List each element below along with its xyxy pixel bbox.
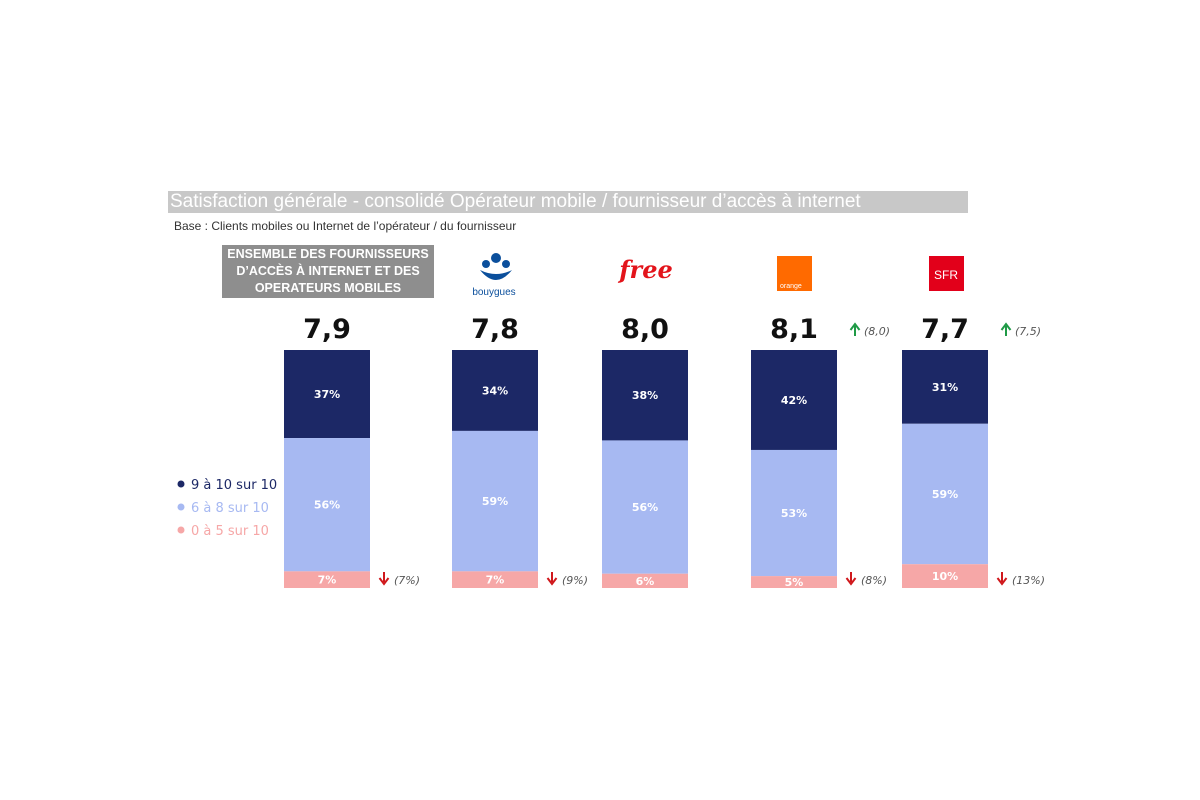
bar-label-sfr-seg-2: 10% bbox=[932, 570, 958, 583]
bar-sfr-seg-2 bbox=[902, 564, 988, 588]
bar-ensemble-seg-0 bbox=[284, 350, 370, 439]
bar-label-bouygues-seg-1: 59% bbox=[482, 495, 508, 508]
low-change-arrow-bouygues bbox=[546, 572, 558, 586]
low-change-arrow-sfr bbox=[996, 572, 1008, 586]
score-comparison-sfr: (7,5) bbox=[1015, 325, 1041, 338]
orange-logo-text: orange bbox=[780, 283, 802, 290]
score-free: 8,0 bbox=[621, 314, 669, 345]
group-label-line-1: ENSEMBLE DES FOURNISSEURS bbox=[227, 247, 429, 261]
score-sfr: 7,7 bbox=[921, 314, 969, 345]
bar-bouygues-seg-0 bbox=[452, 350, 538, 431]
group-label-line-2: D’ACCÈS À INTERNET ET DES bbox=[236, 264, 420, 278]
bar-orange-seg-0 bbox=[751, 350, 837, 450]
low-change-arrow-orange-head bbox=[845, 577, 857, 586]
bouygues-logo: bouygues bbox=[472, 253, 516, 298]
bar-label-sfr-seg-1: 59% bbox=[932, 488, 958, 501]
legend-label-1: 6 à 8 sur 10 bbox=[191, 501, 269, 516]
bar-ensemble-seg-2 bbox=[284, 571, 370, 588]
bouygues-logo-text: bouygues bbox=[472, 287, 515, 298]
score-comparison-orange: (8,0) bbox=[864, 325, 890, 338]
bar-label-free-seg-1: 56% bbox=[632, 501, 658, 514]
bar-label-orange-seg-1: 53% bbox=[781, 507, 807, 520]
bar-free-seg-1 bbox=[602, 440, 688, 574]
score-orange: 8,1 bbox=[770, 314, 818, 345]
bar-label-bouygues-seg-2: 7% bbox=[486, 574, 505, 587]
score-bouygues: 7,8 bbox=[471, 314, 519, 345]
sfr-logo: SFR bbox=[929, 256, 964, 291]
legend-marker-1 bbox=[177, 503, 185, 511]
bar-label-ensemble-seg-1: 56% bbox=[314, 499, 340, 512]
legend-label-2: 0 à 5 sur 10 bbox=[191, 524, 269, 539]
bar-label-orange-seg-2: 5% bbox=[785, 576, 804, 589]
bar-free-seg-2 bbox=[602, 573, 688, 588]
free-logo: free bbox=[617, 255, 673, 284]
bar-label-free-seg-2: 6% bbox=[636, 575, 655, 588]
sfr-logo-text: SFR bbox=[934, 268, 958, 282]
low-comparison-bouygues: (9%) bbox=[562, 574, 588, 587]
bar-orange-seg-2 bbox=[751, 576, 837, 588]
bar-label-sfr-seg-0: 31% bbox=[932, 381, 958, 394]
legend-marker-0 bbox=[177, 480, 185, 488]
low-change-arrow-ensemble-head bbox=[378, 577, 390, 586]
bar-label-free-seg-0: 38% bbox=[632, 389, 658, 402]
bar-orange-seg-1 bbox=[751, 449, 837, 577]
low-change-arrow-bouygues-head bbox=[546, 577, 558, 586]
base-note: Base : Clients mobiles ou Internet de l’… bbox=[174, 219, 517, 233]
score-ensemble: 7,9 bbox=[303, 314, 351, 345]
score-change-arrow-sfr bbox=[1000, 322, 1012, 336]
bar-label-ensemble-seg-0: 37% bbox=[314, 388, 340, 401]
orange-logo: orange bbox=[777, 256, 812, 291]
low-change-arrow-ensemble bbox=[378, 572, 390, 586]
bar-bouygues-seg-1 bbox=[452, 430, 538, 572]
low-change-arrow-orange bbox=[845, 572, 857, 586]
bar-bouygues-seg-2 bbox=[452, 571, 538, 588]
bar-label-bouygues-seg-0: 34% bbox=[482, 384, 508, 397]
bar-sfr-seg-1 bbox=[902, 423, 988, 565]
low-comparison-orange: (8%) bbox=[861, 574, 887, 587]
legend-marker-2 bbox=[177, 526, 185, 534]
bar-label-ensemble-seg-2: 7% bbox=[318, 574, 337, 587]
bar-sfr-seg-0 bbox=[902, 350, 988, 424]
low-comparison-ensemble: (7%) bbox=[394, 574, 420, 587]
bar-free-seg-0 bbox=[602, 350, 688, 441]
legend-label-0: 9 à 10 sur 10 bbox=[191, 478, 277, 493]
group-label-line-3: OPERATEURS MOBILES bbox=[254, 281, 402, 295]
score-change-arrow-sfr-head bbox=[1000, 322, 1012, 331]
low-comparison-sfr: (13%) bbox=[1012, 574, 1045, 587]
score-change-arrow-orange-head bbox=[849, 322, 861, 331]
score-change-arrow-orange bbox=[849, 322, 861, 336]
bar-ensemble-seg-1 bbox=[284, 438, 370, 572]
group-label-box: ENSEMBLE DES FOURNISSEURS D’ACCÈS À INTE… bbox=[222, 245, 434, 298]
low-change-arrow-sfr-head bbox=[996, 577, 1008, 586]
bar-label-orange-seg-0: 42% bbox=[781, 394, 807, 407]
chart-title: Satisfaction générale - consolidé Opérat… bbox=[168, 191, 968, 213]
